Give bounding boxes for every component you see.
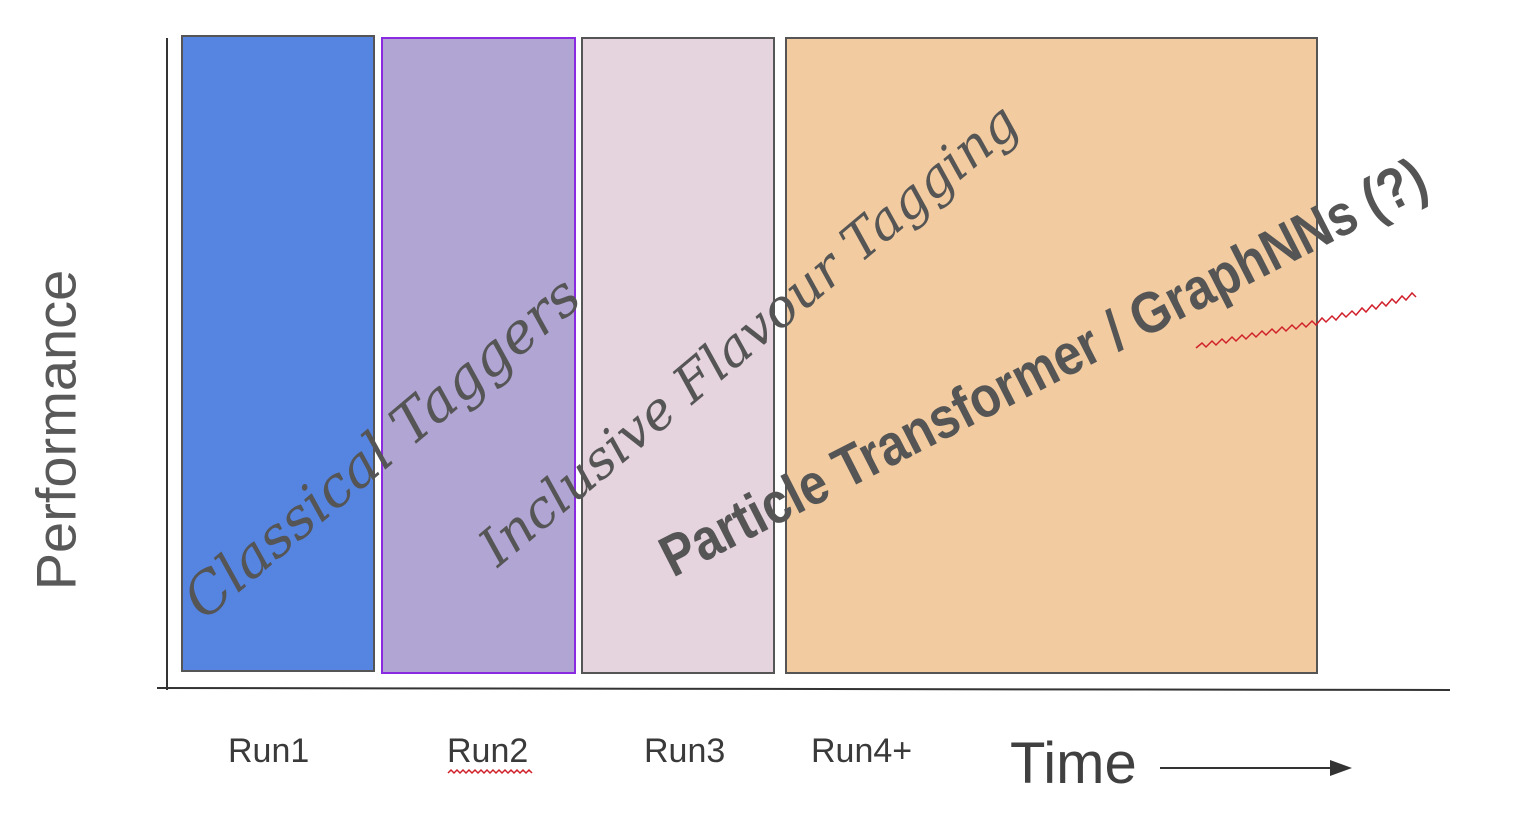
run4-box — [785, 37, 1318, 674]
run2-label: Run2 — [447, 732, 529, 770]
run1-label: Run1 — [228, 732, 310, 770]
run2-box — [381, 37, 576, 674]
time-label: Time — [1010, 731, 1137, 796]
graphnns-spellcheck-squiggle — [1195, 291, 1417, 349]
time-arrow-head — [1330, 760, 1352, 776]
run2-spellcheck-squiggle — [447, 768, 533, 775]
run4-label: Run4+ — [811, 732, 913, 770]
x-axis — [156, 687, 1451, 691]
run3-label: Run3 — [644, 732, 726, 770]
run1-box — [181, 35, 375, 672]
run3-box — [581, 37, 775, 674]
y-axis-label: Performance — [24, 269, 88, 591]
